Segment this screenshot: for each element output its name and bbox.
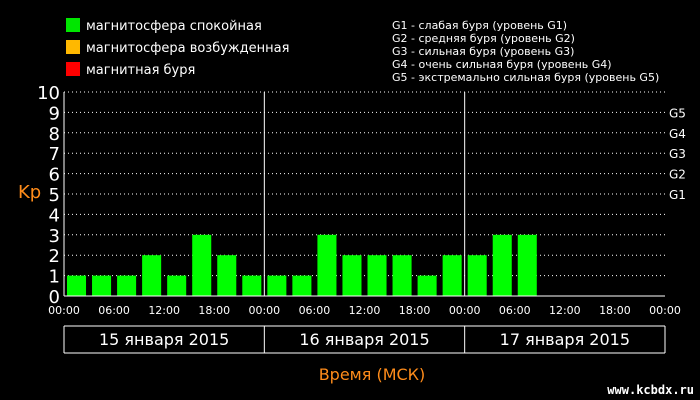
legend-swatch-excited: [66, 40, 80, 54]
y-tick-label: 3: [49, 226, 60, 247]
kp-bar: [92, 275, 112, 296]
legend-label-storm: магнитная буря: [86, 63, 195, 78]
y-tick-label: 1: [49, 267, 60, 288]
x-axis-label: Время (МСК): [319, 365, 426, 384]
kp-bar: [117, 275, 137, 296]
kp-bar: [367, 255, 387, 296]
y-axis-label: Kp: [18, 182, 41, 203]
legend-swatch-quiet: [66, 18, 80, 32]
storm-level-g5: G5 - экстремально сильная буря (уровень …: [392, 71, 659, 84]
x-tick-label: 12:00: [349, 304, 381, 317]
storm-level-g3: G3 - сильная буря (уровень G3): [392, 45, 574, 58]
y-tick-label: 9: [49, 103, 60, 124]
kp-bar: [192, 234, 212, 296]
y-tick-label: 0: [49, 287, 60, 308]
storm-level-g4: G4 - очень сильная буря (уровень G4): [392, 58, 612, 71]
y-tick-label: 4: [49, 205, 60, 226]
x-tick-label: 00:00: [449, 304, 481, 317]
g-level-labels: G1 G2 G3 G4 G5: [669, 106, 686, 202]
kp-bar: [267, 275, 287, 296]
day-labels: 15 января 2015 16 января 2015 17 января 20…: [63, 325, 666, 354]
g-level-label: G2: [669, 168, 686, 182]
storm-level-legend: G1 - слабая буря (уровень G1) G2 - средн…: [392, 19, 659, 84]
kp-bar: [492, 234, 512, 296]
x-tick-label: 18:00: [599, 304, 631, 317]
y-tick-label: 6: [49, 165, 60, 186]
x-tick-labels: 00:00 06:00 12:00 18:00 00:00 06:00 12:00 18:00…: [48, 304, 681, 317]
kp-bar: [167, 275, 187, 296]
g-level-label: G1: [669, 188, 686, 202]
kp-bar: [517, 234, 537, 296]
kp-bar: [417, 275, 437, 296]
kp-bar: [342, 255, 362, 296]
x-tick-label: 06:00: [499, 304, 531, 317]
y-tick-label: 7: [49, 144, 60, 165]
legend-label-quiet: магнитосфера спокойная: [86, 19, 262, 34]
storm-level-g2: G2 - средняя буря (уровень G2): [392, 32, 575, 45]
kp-bar: [442, 255, 462, 296]
kp-bar: [142, 255, 162, 296]
x-tick-label: 00:00: [48, 304, 80, 317]
x-tick-label: 06:00: [299, 304, 331, 317]
day-label: 17 января 2015: [500, 330, 630, 349]
storm-level-g1: G1 - слабая буря (уровень G1): [392, 19, 567, 32]
x-tick-label: 00:00: [248, 304, 280, 317]
legend-swatch-storm: [66, 62, 80, 76]
grid: [64, 91, 665, 296]
g-level-label: G5: [669, 106, 686, 120]
x-tick-label: 06:00: [98, 304, 130, 317]
g-level-label: G4: [669, 127, 686, 141]
watermark: www.kcbdx.ru: [607, 383, 694, 397]
day-label: 16 января 2015: [299, 330, 429, 349]
y-tick-label: 8: [49, 124, 60, 145]
kp-bar: [242, 275, 262, 296]
bars: [67, 234, 537, 296]
y-tick-label: 5: [49, 185, 60, 206]
kp-bar: [67, 275, 87, 296]
axes: [63, 92, 665, 297]
x-tick-label: 12:00: [148, 304, 180, 317]
day-label: 15 января 2015: [99, 330, 229, 349]
kp-bar: [392, 255, 412, 296]
g-level-label: G3: [669, 147, 686, 161]
kp-bar: [467, 255, 487, 296]
legend-label-excited: магнитосфера возбужденная: [86, 41, 289, 56]
x-tick-label: 12:00: [549, 304, 581, 317]
kp-bar: [217, 255, 237, 296]
legend: магнитосфера спокойная магнитосфера возб…: [66, 18, 289, 78]
kp-bar: [317, 234, 337, 296]
x-tick-label: 18:00: [198, 304, 230, 317]
y-tick-label: 2: [49, 246, 60, 267]
x-tick-label: 00:00: [649, 304, 681, 317]
kp-bar: [292, 275, 312, 296]
x-tick-label: 18:00: [399, 304, 431, 317]
y-tick-label: 10: [37, 83, 60, 104]
